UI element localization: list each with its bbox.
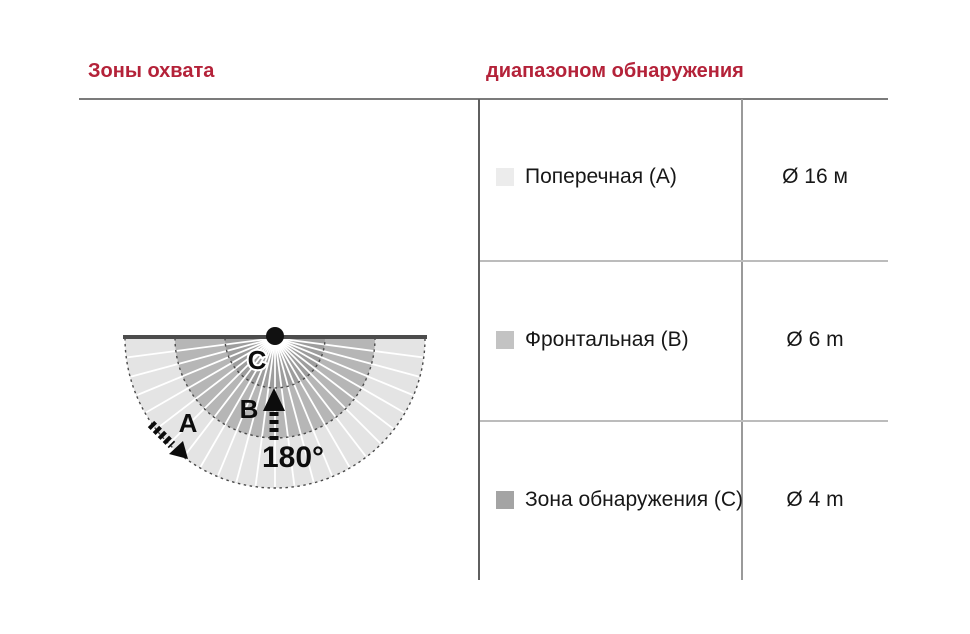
zone-a-row-label: Поперечная (А) [525,165,677,188]
column-divider-left [478,99,480,580]
zone-b-row-label: Фронтальная (В) [525,328,689,351]
zone-a-diameter-value: Ø 16 м [782,165,848,188]
coverage-zones-diagram: C B A 180° [123,327,427,489]
zone-a-swatch [496,168,514,186]
zone-c-swatch [496,491,514,509]
column-divider-values [741,99,743,580]
detection-rays [127,337,423,487]
table-row: Зона обнаружения (С) [496,482,743,518]
zone-c-border [224,337,326,389]
table-row-separator [480,420,888,422]
zone-c-row-label: Зона обнаружения (С) [525,488,744,511]
header-rule [79,98,888,100]
zone-a-border [124,337,426,489]
zone-a-label: A [179,408,198,438]
zone-b-diameter-value: Ø 6 m [786,328,844,351]
frontal-arrow-icon [263,388,285,443]
table-row: Поперечная (А) [496,159,736,195]
section-title-detection-range: диапазоном обнаружения [486,60,744,82]
table-row-separator [480,260,888,262]
zone-c-label: C [248,345,267,375]
transverse-arrow-icon [147,420,188,459]
section-title-coverage-zones: Зоны охвата [88,60,215,82]
table-row: Фронтальная (В) [496,322,736,358]
zone-b-swatch [496,331,514,349]
sensor-dot [266,327,284,345]
zone-b-label: B [240,394,259,424]
zone-c-diameter-value: Ø 4 m [786,488,844,511]
angle-label: 180° [262,441,324,474]
